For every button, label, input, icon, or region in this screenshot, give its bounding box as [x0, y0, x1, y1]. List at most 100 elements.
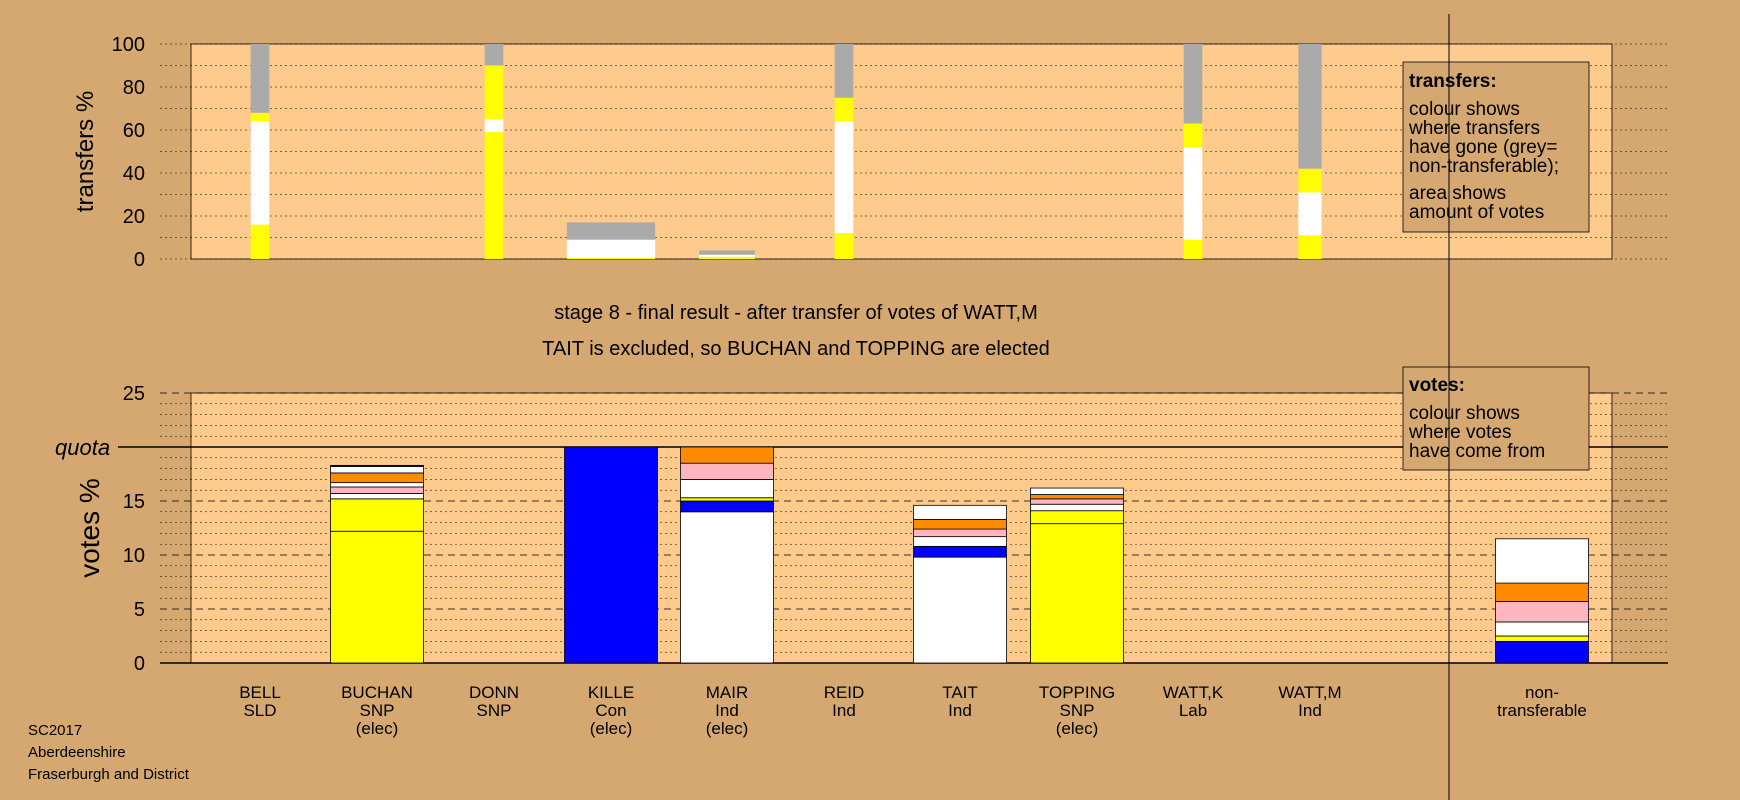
- vote-segment: [330, 498, 424, 532]
- transfer-segment: [1298, 168, 1322, 193]
- transfers-y-tick-label: 20: [123, 206, 145, 228]
- candidate-name-label: WATT,M: [1278, 683, 1341, 702]
- candidate-name-label: KILLE: [588, 683, 634, 702]
- candidate-status-label: (elec): [706, 719, 749, 738]
- transfer-segment: [484, 44, 504, 66]
- transfer-segment: [834, 125, 854, 234]
- transfers-y-tick-label: 80: [123, 77, 145, 99]
- candidate-party-label: Lab: [1179, 701, 1207, 720]
- transfers-y-tick-label: 40: [123, 163, 145, 185]
- candidate-name-label: TAIT: [942, 683, 978, 702]
- candidate-name-label: BUCHAN: [341, 683, 413, 702]
- transfer-segment: [484, 65, 504, 120]
- transfer-segment: [566, 239, 656, 242]
- transfer-segment: [1298, 192, 1322, 236]
- votes-legend-box: [1402, 366, 1590, 471]
- transfer-segment: [834, 121, 854, 126]
- votes-y-tick-label: 5: [134, 599, 145, 621]
- vote-segment: [330, 486, 424, 494]
- vote-segment: [1495, 582, 1589, 602]
- vote-segment: [680, 497, 774, 502]
- transfers-legend-text: amount of votes: [1409, 202, 1544, 223]
- votes-y-tick-label: 15: [123, 491, 145, 513]
- transfer-segment: [1183, 147, 1203, 152]
- transfers-legend-text: area shows: [1409, 183, 1506, 204]
- vote-segment: [564, 446, 658, 664]
- transfer-segment: [250, 112, 270, 122]
- votes-y-axis-label: votes %: [74, 478, 105, 578]
- vote-segment: [680, 478, 774, 499]
- vote-segment: [1030, 503, 1124, 512]
- vote-segment: [330, 464, 424, 467]
- transfer-segment: [699, 250, 755, 255]
- transfer-segment: [250, 125, 270, 225]
- vote-segment: [680, 462, 774, 480]
- transfers-legend-text: where transfers: [1408, 118, 1540, 139]
- candidate-name-label: DONN: [469, 683, 519, 702]
- candidate-name-label: WATT,K: [1163, 683, 1224, 702]
- vote-segment: [1495, 641, 1589, 664]
- transfer-segment: [1298, 235, 1322, 259]
- vote-segment: [913, 545, 1007, 558]
- transfer-segment: [1183, 123, 1203, 148]
- transfers-y-tick-label: 100: [112, 34, 145, 56]
- vote-segment: [1495, 635, 1589, 642]
- transfer-segment: [834, 44, 854, 98]
- vote-segment: [1030, 487, 1124, 495]
- vote-segment: [330, 466, 424, 474]
- footer-election: SC2017: [28, 722, 83, 739]
- stage-subtitle: TAIT is excluded, so BUCHAN and TOPPING …: [542, 338, 1050, 360]
- candidate-name-label: MAIR: [706, 683, 749, 702]
- transfer-segment: [566, 241, 656, 258]
- transfer-segment: [484, 119, 504, 133]
- vote-segment: [330, 530, 424, 664]
- candidate-party-label: Ind: [832, 701, 856, 720]
- candidate-party-label: Ind: [948, 701, 972, 720]
- transfers-y-axis-label: transfers %: [72, 91, 99, 212]
- transfers-legend-box: [1402, 61, 1590, 233]
- vote-segment: [913, 518, 1007, 530]
- votes-legend-text: colour shows: [1409, 403, 1520, 424]
- transfers-legend-text: non-transferable);: [1409, 156, 1559, 177]
- transfer-segment: [834, 97, 854, 122]
- votes-y-tick-label: 25: [123, 383, 145, 405]
- vote-segment: [1495, 601, 1589, 623]
- votes-legend-title: votes:: [1409, 375, 1465, 396]
- votes-legend-text: where votes: [1408, 422, 1511, 443]
- transfer-segment: [566, 222, 656, 240]
- candidate-party-label: Ind: [715, 701, 739, 720]
- vote-segment: [330, 482, 424, 488]
- vote-segment: [330, 493, 424, 500]
- candidate-status-label: (elec): [356, 719, 399, 738]
- transfer-segment: [834, 233, 854, 259]
- vote-segment: [1030, 494, 1124, 500]
- transfer-segment: [1183, 239, 1203, 259]
- vote-segment: [1495, 621, 1589, 637]
- candidate-name-label: REID: [824, 683, 865, 702]
- vote-segment: [680, 500, 774, 513]
- transfers-y-tick-label: 60: [123, 120, 145, 142]
- vote-segment: [1030, 510, 1124, 525]
- candidate-party-label: Ind: [1298, 701, 1322, 720]
- transfers-y-tick-label: 0: [134, 249, 145, 271]
- transfer-segment: [1298, 44, 1322, 169]
- candidate-party-label: Con: [595, 701, 626, 720]
- vote-segment: [1495, 538, 1589, 584]
- transfers-legend-title: transfers:: [1409, 71, 1497, 92]
- vote-segment: [330, 472, 424, 484]
- transfer-segment: [250, 224, 270, 259]
- transfers-legend-text: colour shows: [1409, 99, 1520, 120]
- votes-y-tick-label: 10: [123, 545, 145, 567]
- non-transferable-label: transferable: [1497, 701, 1587, 720]
- vote-segment: [680, 446, 774, 464]
- footer-council: Aberdeenshire: [28, 744, 126, 761]
- vote-segment: [913, 536, 1007, 547]
- transfers-legend-text: have gone (grey=: [1409, 137, 1557, 158]
- candidate-party-label: SLD: [243, 701, 276, 720]
- transfer-segment: [699, 256, 755, 259]
- candidate-status-label: (elec): [1056, 719, 1099, 738]
- transfer-segment: [1183, 44, 1203, 124]
- footer-ward: Fraserburgh and District: [28, 766, 189, 783]
- transfer-segment: [484, 132, 504, 259]
